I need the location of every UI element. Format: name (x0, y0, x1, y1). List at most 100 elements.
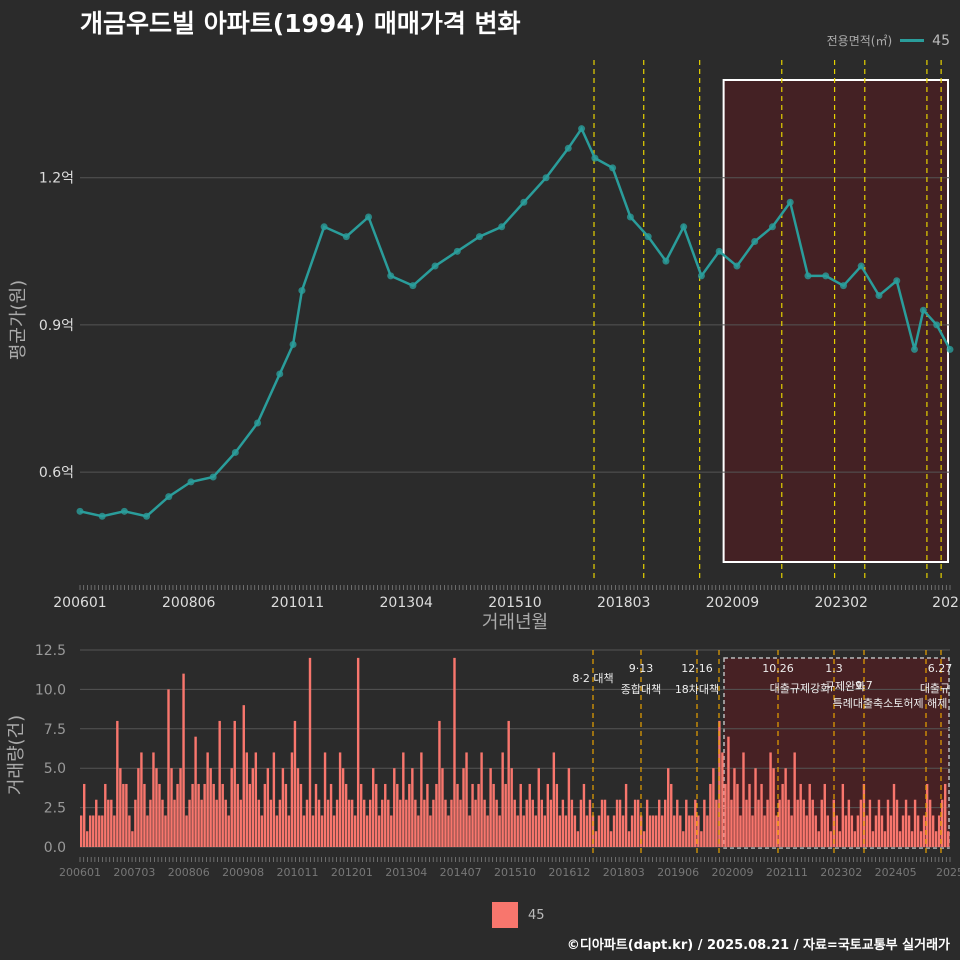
volume-bar (661, 815, 664, 847)
volume-bar (871, 831, 875, 847)
volume-bar (110, 799, 113, 847)
legend-bar-label: 45 (528, 907, 545, 923)
volume-bar (667, 768, 670, 847)
volume-bar (651, 815, 655, 847)
volume-bar (558, 815, 562, 847)
volume-bar (519, 783, 522, 847)
volume-bar (387, 799, 390, 847)
volume-bar (104, 783, 107, 847)
volume-bar (603, 799, 607, 847)
price-point (933, 321, 941, 329)
volume-bar (844, 815, 848, 847)
volume-bar (447, 815, 450, 847)
bar-x-tick-label: 201803 (603, 866, 645, 879)
volume-bar (549, 799, 553, 847)
volume-bar (817, 831, 820, 847)
volume-bar (275, 815, 279, 847)
volume-bar (748, 783, 751, 847)
volume-bar (940, 799, 944, 847)
volume-bar (245, 752, 248, 847)
volume-bar (820, 799, 823, 847)
volume-bar (823, 783, 826, 847)
volume-bar (546, 783, 550, 847)
volume-bar (326, 799, 330, 847)
price-point (231, 448, 239, 456)
volume-bar (408, 783, 411, 847)
volume-bar (730, 799, 733, 847)
volume-bar (859, 799, 863, 847)
volume-bar (489, 768, 492, 847)
volume-bar (826, 815, 829, 847)
volume-bar (302, 815, 306, 847)
volume-bar (459, 799, 462, 847)
volume-bar (474, 799, 477, 847)
price-point (857, 262, 865, 270)
volume-bar (775, 815, 778, 847)
bar-y-tick-label: 5.0 (44, 761, 66, 777)
volume-bar (636, 799, 640, 847)
volume-bar (802, 799, 805, 847)
volume-bar (317, 799, 321, 847)
volume-bar (513, 799, 516, 847)
y-axis-label: 평균가(원) (8, 280, 29, 360)
price-point (387, 272, 395, 280)
volume-bar (787, 799, 790, 847)
volume-bar (609, 831, 613, 847)
volume-bar (736, 783, 739, 847)
volume-bar (847, 799, 851, 847)
policy-annotation: 특례대출축소토허제 해제 (833, 696, 948, 710)
volume-bar (143, 783, 146, 847)
price-point (409, 282, 417, 290)
volume-bar (405, 799, 408, 847)
volume-bar (185, 815, 188, 847)
volume-bar (697, 815, 700, 847)
price-point (564, 144, 572, 152)
volume-bar (850, 815, 854, 847)
volume-bar (98, 815, 101, 847)
volume-bar (925, 783, 929, 847)
volume-bar (161, 799, 164, 847)
volume-bar (763, 815, 766, 847)
volume-bar (712, 768, 715, 847)
volume-bar (378, 815, 381, 847)
volume-bar (359, 783, 363, 847)
volume-bar (670, 783, 673, 847)
volume-bar (633, 799, 637, 847)
volume-bar (721, 752, 724, 847)
price-point (839, 282, 847, 290)
volume-bar (224, 799, 227, 847)
volume-bar (423, 799, 426, 847)
credit-text: ©디아파트(dapt.kr) / 2025.08.21 / 자료=국토교통부 실… (566, 938, 950, 953)
bar-x-tick-label: 201201 (331, 866, 373, 879)
volume-bar (706, 815, 709, 847)
volume-bar (414, 799, 417, 847)
volume-bar (92, 815, 95, 847)
volume-bar (838, 831, 842, 847)
volume-bar (257, 799, 261, 847)
volume-bar (477, 783, 480, 847)
volume-bar (534, 815, 537, 847)
volume-bar (808, 783, 811, 847)
volume-bar (290, 752, 294, 847)
volume-bar (648, 815, 652, 847)
volume-bar (709, 783, 712, 847)
volume-bar (200, 799, 203, 847)
price-point (680, 223, 688, 231)
volume-bar (700, 831, 703, 847)
volume-bar (209, 768, 212, 847)
y-tick-label: 0.9억 (39, 318, 74, 334)
volume-bar (676, 799, 679, 847)
price-point (365, 213, 373, 221)
price-point (98, 512, 106, 520)
volume-bar (841, 783, 845, 847)
policy-annotation: 18차대책 (675, 683, 719, 696)
volume-bar (465, 752, 468, 847)
policy-annotation: 9.7 (855, 679, 873, 692)
volume-bar (435, 783, 438, 847)
volume-bar (182, 673, 185, 847)
volume-bar (191, 783, 194, 847)
volume-bar (790, 815, 793, 847)
volume-bar (597, 815, 601, 847)
volume-bar (152, 752, 155, 847)
volume-bar (444, 799, 447, 847)
